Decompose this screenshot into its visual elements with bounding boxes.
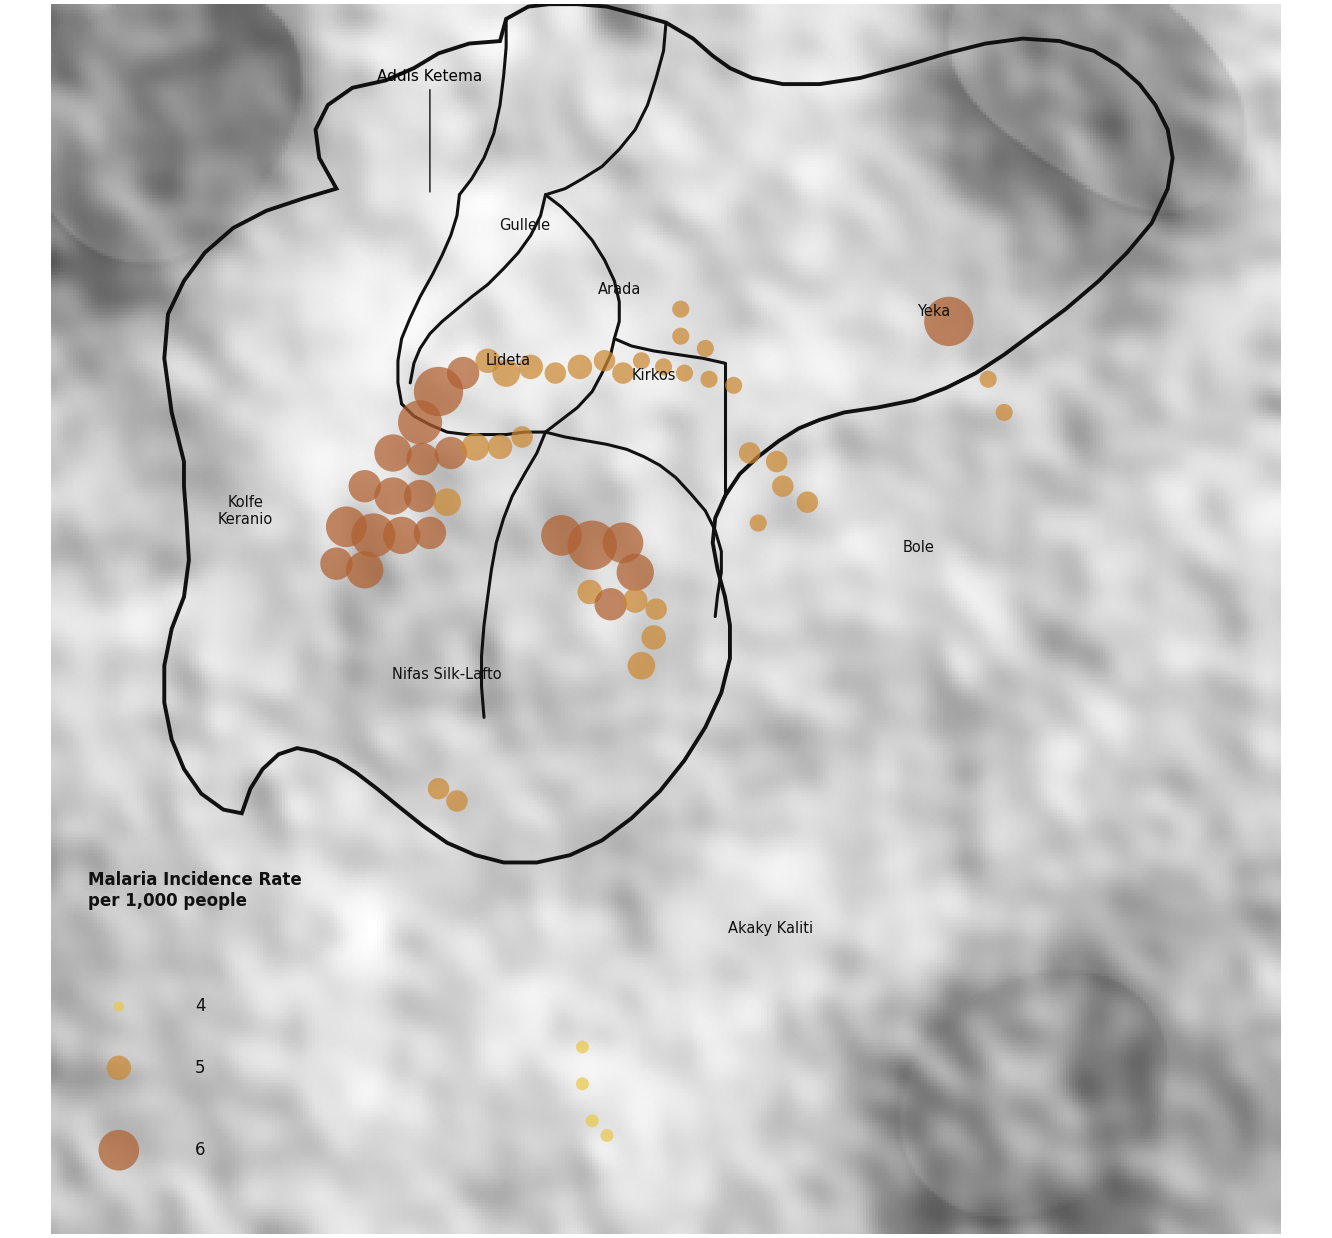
Text: Akaky Kaliti: Akaky Kaliti: [729, 921, 813, 936]
Point: [108, 997, 129, 1016]
Point: [698, 369, 719, 389]
Point: [582, 1110, 603, 1130]
Point: [453, 363, 474, 383]
Point: [354, 560, 376, 579]
Point: [511, 427, 533, 447]
Point: [440, 443, 461, 463]
Point: [747, 514, 769, 534]
Point: [766, 452, 787, 472]
Point: [631, 350, 653, 370]
Point: [428, 381, 449, 401]
Point: [582, 535, 603, 555]
Point: [625, 562, 646, 582]
Point: [599, 594, 621, 614]
Text: Nifas Silk-Lafto: Nifas Silk-Lafto: [393, 667, 502, 682]
Point: [446, 791, 468, 811]
Point: [551, 525, 573, 545]
Point: [362, 525, 384, 545]
Point: [613, 363, 634, 383]
Point: [354, 477, 376, 496]
Point: [382, 487, 404, 506]
Text: Lideta: Lideta: [486, 353, 531, 368]
Point: [695, 338, 717, 358]
Point: [326, 553, 348, 573]
Text: 4: 4: [194, 998, 205, 1015]
Point: [739, 443, 761, 463]
Text: Kolfe
Keranio: Kolfe Keranio: [218, 495, 273, 527]
Point: [489, 437, 510, 457]
Point: [477, 350, 498, 370]
Point: [571, 1037, 593, 1057]
Text: 5: 5: [194, 1058, 205, 1077]
Text: Gullele: Gullele: [500, 218, 550, 233]
Text: 6: 6: [194, 1141, 205, 1159]
Point: [428, 779, 449, 799]
Point: [670, 327, 691, 347]
Point: [653, 357, 674, 376]
Point: [773, 477, 794, 496]
Text: Yeka: Yeka: [918, 305, 951, 319]
Point: [625, 591, 646, 610]
Point: [670, 300, 691, 319]
Text: Kirkos: Kirkos: [631, 368, 675, 383]
Point: [643, 628, 665, 647]
Point: [579, 582, 601, 602]
Text: Malaria Incidence Rate
per 1,000 people: Malaria Incidence Rate per 1,000 people: [88, 872, 302, 910]
Point: [496, 363, 517, 383]
Point: [723, 375, 745, 395]
Point: [409, 412, 430, 432]
Point: [646, 599, 667, 619]
Point: [412, 449, 433, 469]
Point: [420, 522, 441, 542]
Point: [108, 1058, 129, 1078]
Point: [994, 402, 1015, 422]
Point: [674, 363, 695, 383]
Point: [409, 487, 430, 506]
Text: Addis Ketema: Addis Ketema: [377, 69, 482, 192]
Point: [336, 517, 357, 537]
Point: [613, 532, 634, 552]
Point: [108, 1140, 129, 1160]
Point: [519, 357, 541, 376]
Point: [571, 1073, 593, 1093]
Point: [797, 493, 818, 513]
Point: [594, 350, 615, 370]
Point: [569, 357, 590, 376]
Point: [465, 437, 486, 457]
Point: [597, 1125, 618, 1145]
Point: [392, 525, 413, 545]
Text: Arada: Arada: [598, 282, 641, 297]
Point: [437, 493, 458, 513]
Point: [631, 656, 653, 676]
Point: [938, 312, 959, 332]
Point: [545, 363, 566, 383]
Text: Bole: Bole: [902, 540, 934, 555]
Point: [978, 369, 999, 389]
Point: [382, 443, 404, 463]
